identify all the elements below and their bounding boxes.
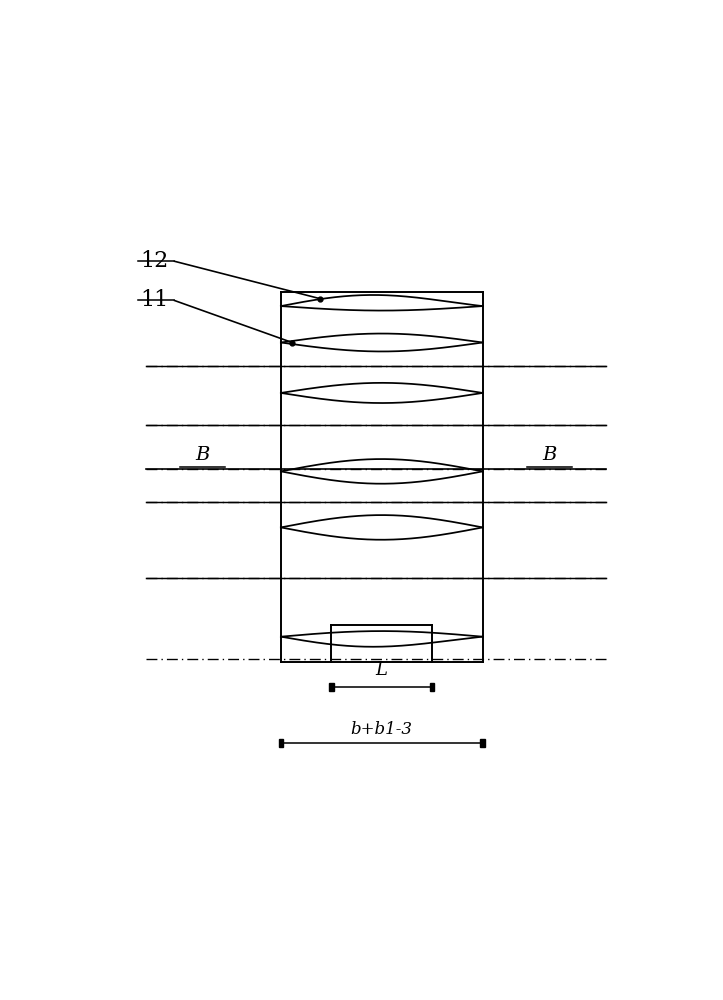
- Bar: [430, 683, 435, 691]
- Text: b+b1-3: b+b1-3: [351, 721, 413, 738]
- Bar: [480, 739, 485, 747]
- Bar: [278, 739, 283, 747]
- Text: B: B: [195, 446, 210, 464]
- Text: 11: 11: [141, 289, 169, 311]
- Text: B: B: [543, 446, 557, 464]
- Text: L: L: [376, 661, 388, 679]
- Bar: [329, 683, 333, 691]
- Text: 12: 12: [141, 250, 169, 272]
